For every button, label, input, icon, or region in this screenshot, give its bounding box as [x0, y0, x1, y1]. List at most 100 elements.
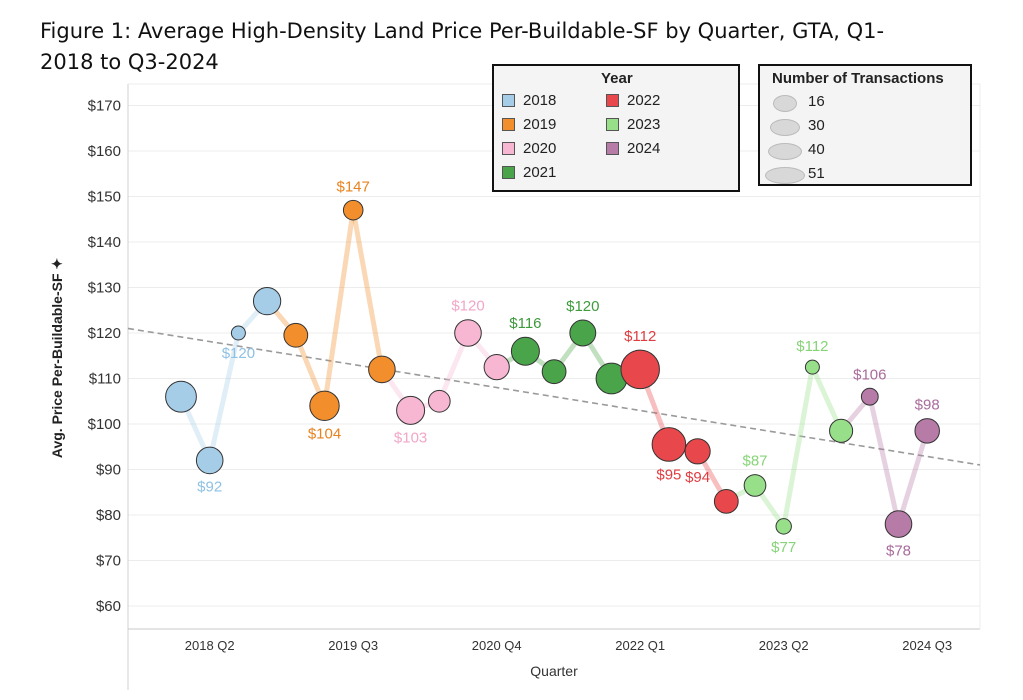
data-point	[165, 380, 197, 413]
legend-swatch	[502, 118, 515, 131]
x-tick-label: 2019 Q3	[328, 638, 378, 653]
size-legend-circle	[770, 119, 800, 136]
data-label: $112	[624, 328, 656, 345]
x-tick-label: 2024 Q3	[902, 638, 952, 653]
data-point	[483, 354, 510, 381]
data-point	[884, 510, 913, 538]
year-legend-label: 2018	[523, 92, 557, 109]
size-legend-label: 40	[808, 141, 825, 158]
year-legend-item: 2024	[606, 140, 660, 157]
data-point	[510, 336, 540, 366]
y-tick-label: $170	[88, 98, 121, 115]
series-line-segment	[896, 428, 930, 527]
year-legend-item: 2020	[502, 140, 556, 157]
y-tick-label: $90	[96, 462, 121, 479]
chart-title: Figure 1: Average High-Density Land Pric…	[40, 19, 885, 74]
data-point	[309, 390, 340, 421]
data-point	[283, 322, 309, 348]
x-tick-label: 2018 Q2	[185, 638, 235, 653]
trend-line	[127, 327, 981, 466]
series-points	[165, 199, 940, 538]
trend-line-group	[127, 327, 981, 466]
year-legend-title: Year	[601, 70, 633, 87]
data-label: $106	[853, 366, 886, 383]
legend-swatch	[502, 142, 515, 155]
legend-swatch	[606, 118, 619, 131]
data-point	[342, 199, 364, 221]
data-point	[775, 518, 792, 535]
year-legend-label: 2022	[627, 92, 661, 109]
size-legend-label: 30	[808, 117, 825, 134]
data-label: $98	[915, 397, 940, 414]
data-label: $103	[394, 429, 427, 446]
legend-swatch	[502, 94, 515, 107]
series-line-segment	[322, 207, 356, 409]
data-label: $116	[509, 315, 541, 332]
year-legend-label: 2021	[523, 164, 557, 181]
data-point	[684, 438, 711, 465]
year-legend-label: 2019	[523, 116, 557, 133]
year-legend-label: 2023	[627, 116, 661, 133]
data-label: $112	[796, 338, 828, 355]
year-legend-item: 2022	[606, 92, 660, 109]
data-point	[914, 418, 940, 444]
year-legend-item: 2019	[502, 116, 556, 133]
data-point	[620, 349, 660, 390]
data-label: $120	[222, 345, 255, 362]
legend-swatch	[502, 166, 515, 179]
year-legend-item: 2021	[502, 164, 556, 181]
data-label: $94	[685, 469, 710, 486]
y-tick-label: $130	[88, 280, 121, 297]
data-point	[743, 474, 767, 497]
series-line-segment	[350, 207, 385, 372]
year-legend-label: 2020	[523, 140, 557, 157]
size-legend-circle	[765, 167, 805, 184]
data-point	[829, 418, 854, 443]
x-tick-label: 2023 Q2	[759, 638, 809, 653]
data-point	[195, 446, 224, 475]
data-point	[252, 287, 282, 316]
x-tick-label: 2020 Q4	[472, 638, 522, 653]
data-point	[454, 319, 482, 347]
data-label: $95	[656, 466, 681, 483]
size-legend: Number of Transactions 16 30 40 51	[758, 64, 972, 186]
size-legend-circle	[773, 95, 797, 112]
data-point	[860, 387, 879, 406]
size-legend-label: 16	[808, 93, 825, 110]
y-tick-label: $120	[88, 325, 121, 342]
year-legend-label: 2024	[627, 140, 661, 157]
data-label: $120	[451, 298, 484, 315]
year-legend-item: 2018	[502, 92, 556, 109]
x-tick-label: 2022 Q1	[615, 638, 665, 653]
size-legend-title: Number of Transactions	[772, 70, 944, 87]
legend-swatch	[606, 142, 619, 155]
size-legend-circle	[768, 143, 802, 160]
data-label: $78	[886, 542, 911, 559]
series-line-segment	[867, 394, 901, 527]
y-tick-label: $110	[89, 371, 121, 388]
series-line-segment	[207, 330, 241, 463]
y-tick-label: $160	[88, 143, 121, 160]
y-tick-label: $60	[96, 598, 121, 615]
data-point	[713, 488, 739, 514]
x-axis-label: Quarter	[530, 663, 578, 679]
data-point	[651, 427, 687, 462]
y-tick-label: $140	[88, 234, 121, 251]
data-point	[368, 355, 396, 384]
y-tick-label: $150	[88, 189, 121, 206]
data-label: $120	[566, 298, 599, 315]
data-point	[541, 359, 567, 385]
y-tick-label: $100	[88, 416, 121, 433]
legend-swatch	[606, 94, 619, 107]
data-labels: $92$120$104$147$103$120$116$120$112$95 $9…	[197, 178, 940, 559]
data-point	[427, 389, 451, 413]
data-label: $77	[771, 539, 796, 556]
axes: $60 $70 $80 $90 $100 $110 $120 $130 $140 $150 $160…	[88, 83, 981, 690]
data-point	[230, 325, 246, 341]
year-legend: Year 2018 2019 2020 2021 2022 2023 2024	[492, 64, 740, 192]
y-tick-label: $70	[96, 553, 121, 570]
y-tick-label: $80	[96, 507, 121, 524]
size-legend-label: 51	[808, 165, 825, 182]
data-label: $87	[742, 453, 767, 470]
